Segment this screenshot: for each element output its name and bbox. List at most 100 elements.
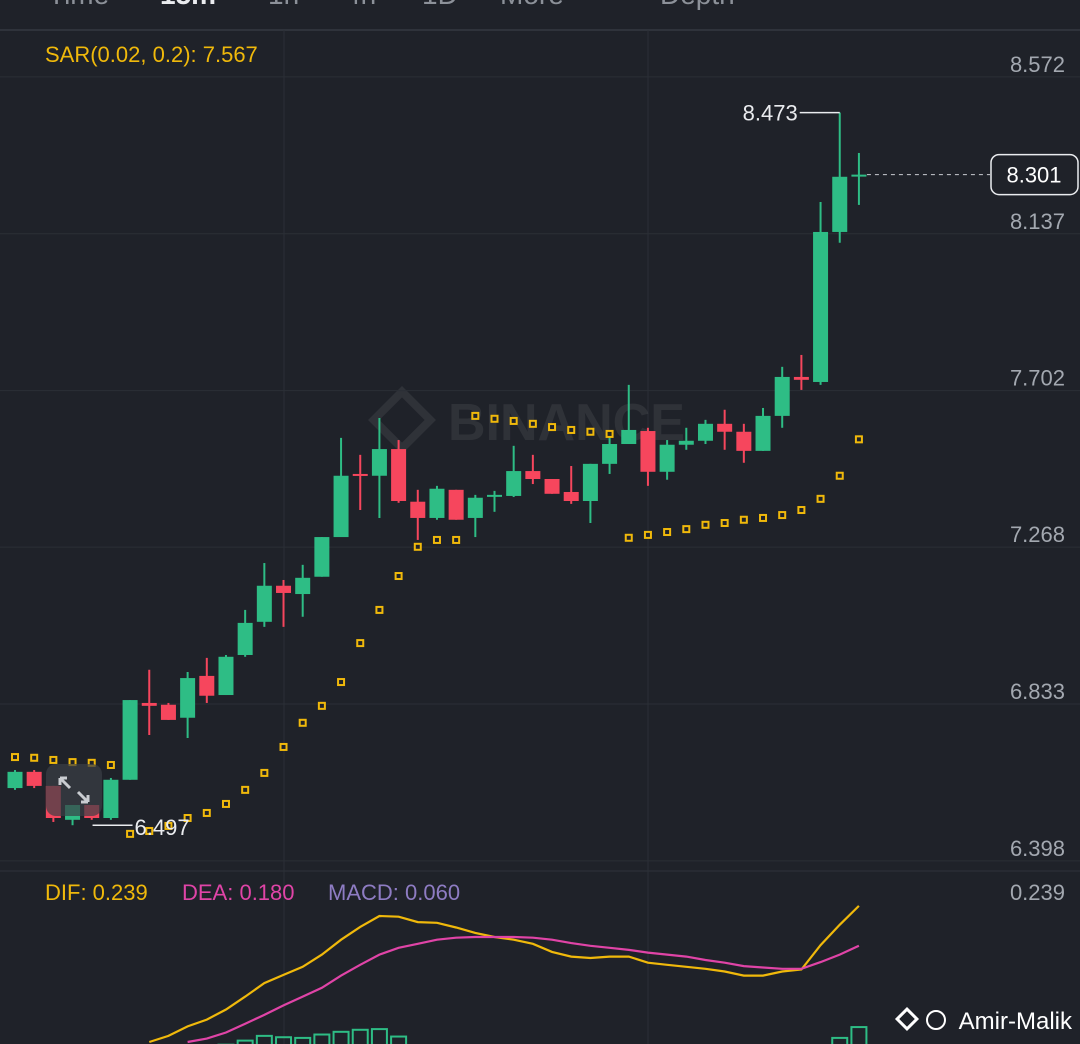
candle-body <box>26 771 42 786</box>
candle-body <box>371 449 387 476</box>
credit-icon <box>894 1006 920 1032</box>
candle-body <box>813 231 829 382</box>
macd-line <box>187 935 860 1044</box>
sar-dot <box>11 753 19 762</box>
sar-dot <box>356 639 365 648</box>
candle-body <box>410 501 426 518</box>
sar-dot <box>164 821 173 830</box>
sar-dot <box>778 511 787 520</box>
candle-body <box>180 678 196 718</box>
macd-bar <box>332 1030 350 1044</box>
last-price-box <box>990 153 1079 196</box>
sar-dot <box>471 411 480 420</box>
sar-dot <box>337 678 346 687</box>
sar-dot <box>605 429 614 438</box>
candle-body <box>256 585 272 622</box>
tab[interactable]: 1D <box>422 0 458 10</box>
candle-body <box>640 431 656 472</box>
sar-dot <box>126 829 135 838</box>
macd-bar <box>275 1036 293 1044</box>
sar-dot <box>221 799 230 808</box>
sar-dot <box>586 427 595 436</box>
watermark-logo <box>368 386 436 454</box>
macd-panel: 0.239 <box>148 880 1065 1044</box>
tab[interactable]: Time <box>48 0 109 10</box>
macd-bar <box>351 1028 369 1044</box>
candle-body <box>525 471 541 479</box>
macd-legend: MACD: 0.060 <box>328 880 460 905</box>
sar-dot <box>145 826 154 835</box>
sar-dot <box>567 425 576 434</box>
candle-body <box>659 444 675 472</box>
sar-dot <box>452 535 461 544</box>
expand-button[interactable] <box>46 764 102 816</box>
tab[interactable]: 4h <box>345 0 376 10</box>
sar-dot <box>298 718 307 727</box>
candle-body <box>487 494 502 497</box>
y-tick-label: 7.702 <box>1010 366 1065 391</box>
candle-body <box>352 473 368 476</box>
high-label: 8.473 <box>743 101 798 126</box>
candle-body <box>333 475 349 538</box>
macd-bar <box>390 1035 408 1044</box>
candle-body <box>832 176 848 232</box>
sar-dot <box>682 525 691 534</box>
candle-body <box>122 700 138 780</box>
candle-body <box>774 376 790 416</box>
macd-bar <box>294 1036 312 1044</box>
macd-bar <box>255 1034 273 1044</box>
macd-bar <box>370 1028 388 1044</box>
y-tick-label: 8.572 <box>1010 52 1065 77</box>
candle-body <box>7 771 23 789</box>
sar-dot <box>720 518 729 527</box>
tab[interactable]: 1h <box>268 0 299 10</box>
tab[interactable]: More <box>500 0 564 10</box>
macd-bar <box>850 1026 868 1044</box>
candle-body <box>467 497 483 518</box>
sar-dot <box>663 528 672 537</box>
y-tick-label: 6.833 <box>1010 679 1065 704</box>
credit-text: Amir-Malik <box>959 1008 1073 1035</box>
candle-body <box>295 577 311 595</box>
credit-icon <box>926 1010 946 1030</box>
sar-dot <box>739 515 748 524</box>
sar-dot <box>490 414 499 423</box>
sar-dot <box>643 530 652 539</box>
sar-dot <box>30 753 39 762</box>
candle-body <box>448 489 464 520</box>
sar-dot <box>548 423 557 432</box>
candle-body <box>160 704 176 720</box>
sar-dot <box>202 808 211 817</box>
sar-dot <box>241 785 250 794</box>
timeframe-tabs: Time 15m 1h 4h 1D More Depth <box>48 0 735 10</box>
last-price-label: 8.301 <box>1006 163 1061 188</box>
candle-body <box>544 478 560 494</box>
y-tick-label: 8.137 <box>1010 209 1065 234</box>
low-label: 6.497 <box>135 815 190 840</box>
candle-body <box>391 449 407 501</box>
candle-body <box>314 537 330 577</box>
sar-dot <box>260 768 269 777</box>
candle-body <box>506 471 522 496</box>
candle-body <box>621 429 637 445</box>
sar-dot <box>624 533 633 542</box>
candle-body <box>141 702 157 706</box>
y-tick-label: 6.398 <box>1010 836 1065 861</box>
macd-bar <box>313 1033 331 1044</box>
sar-dot <box>528 419 537 428</box>
candle-body <box>697 423 713 441</box>
sar-dot <box>835 471 844 480</box>
sar-dot <box>432 535 441 544</box>
sar-dot <box>279 742 288 751</box>
sar-dot <box>375 605 384 614</box>
candle-body <box>602 444 618 464</box>
tab[interactable]: Depth <box>660 0 735 10</box>
sar-dot <box>854 435 863 444</box>
tab[interactable]: 15m <box>160 0 216 10</box>
expand-icon <box>58 776 90 804</box>
candle-body <box>678 440 694 445</box>
candle-body <box>103 779 119 819</box>
dif-legend: DIF: 0.239 <box>45 880 148 905</box>
dea-legend: DEA: 0.180 <box>182 880 295 905</box>
